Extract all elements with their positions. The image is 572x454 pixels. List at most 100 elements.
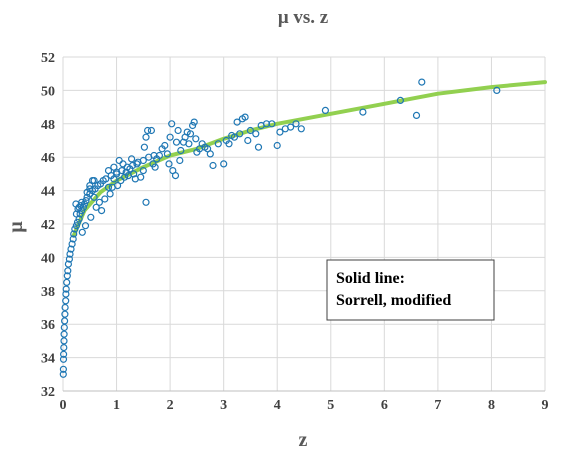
x-axis-label: z xyxy=(299,429,308,451)
data-point xyxy=(59,365,68,373)
data-point xyxy=(233,118,241,126)
data-point xyxy=(106,190,114,198)
annotation-border xyxy=(326,259,495,321)
data-point xyxy=(64,267,72,275)
data-point xyxy=(359,108,367,116)
data-point xyxy=(262,120,271,128)
data-point xyxy=(61,303,69,312)
y-tick-label: 46 xyxy=(41,151,55,166)
x-tick-label: 6 xyxy=(381,398,388,413)
data-point xyxy=(60,344,68,352)
data-point xyxy=(139,156,147,165)
x-tick-label: 0 xyxy=(60,398,67,413)
data-point xyxy=(137,173,145,181)
data-point xyxy=(139,167,147,175)
data-point xyxy=(113,182,122,190)
data-point xyxy=(268,120,276,128)
x-tick-label: 7 xyxy=(434,398,441,413)
data-point xyxy=(61,310,69,318)
data-point xyxy=(60,317,69,325)
data-point xyxy=(78,228,86,236)
x-tick-label: 9 xyxy=(542,398,549,413)
data-point xyxy=(236,130,244,138)
data-point xyxy=(59,350,68,358)
data-point xyxy=(192,135,200,143)
data-point xyxy=(276,128,284,136)
data-point xyxy=(70,230,78,238)
data-point xyxy=(72,200,80,208)
data-point xyxy=(297,125,305,133)
data-point xyxy=(172,138,181,146)
data-point xyxy=(140,143,148,151)
data-point xyxy=(176,156,184,165)
data-point xyxy=(412,111,421,120)
fit-line xyxy=(71,80,547,238)
data-point xyxy=(214,140,222,148)
data-point xyxy=(64,260,73,268)
y-tick-label: 34 xyxy=(41,352,55,367)
x-tick-label: 8 xyxy=(488,398,495,413)
data-point xyxy=(87,213,95,221)
fit-line-series xyxy=(71,80,547,238)
data-point xyxy=(88,177,97,185)
data-point xyxy=(165,160,173,168)
chart-title: μ vs. z xyxy=(278,7,329,28)
data-point xyxy=(174,126,182,135)
data-point xyxy=(69,235,77,243)
data-point xyxy=(161,141,169,150)
data-point xyxy=(115,156,123,165)
data-point xyxy=(104,183,113,191)
data-point xyxy=(60,323,68,332)
data-point xyxy=(128,155,136,163)
grid xyxy=(62,56,546,392)
y-tick-label: 36 xyxy=(41,318,55,333)
y-tick-label: 48 xyxy=(41,118,55,133)
data-point xyxy=(493,86,501,95)
data-point xyxy=(97,207,106,215)
data-point xyxy=(147,126,155,135)
y-tick-label: 40 xyxy=(41,251,55,266)
data-point xyxy=(396,96,404,105)
y-tick-label: 50 xyxy=(41,84,55,99)
data-point xyxy=(168,120,176,128)
y-tick-label: 38 xyxy=(41,285,55,300)
data-point xyxy=(287,123,295,131)
data-point xyxy=(81,222,90,230)
data-point xyxy=(95,198,104,206)
data-point xyxy=(321,106,329,115)
data-point xyxy=(90,193,98,201)
data-point xyxy=(254,143,263,151)
data-point xyxy=(273,141,281,150)
data-point xyxy=(144,126,152,135)
annotation-box: Solid line: Sorrell, modified xyxy=(326,259,495,321)
x-tick-label: 3 xyxy=(220,398,227,413)
data-point xyxy=(241,113,249,121)
data-point xyxy=(60,330,68,338)
data-point xyxy=(59,370,67,378)
data-point xyxy=(252,130,260,138)
data-point xyxy=(62,297,70,305)
data-point xyxy=(189,121,197,130)
data-point xyxy=(65,255,74,263)
data-point xyxy=(62,290,70,298)
scatter-series xyxy=(59,78,501,378)
data-point xyxy=(163,150,171,158)
y-tick-label: 44 xyxy=(41,185,55,200)
data-point xyxy=(67,245,75,253)
data-point xyxy=(171,172,180,180)
data-point xyxy=(142,133,150,141)
data-point xyxy=(119,160,127,168)
data-point xyxy=(133,160,141,168)
data-point xyxy=(126,165,134,173)
y-tick-label: 52 xyxy=(41,51,55,66)
data-point xyxy=(418,78,426,86)
data-point xyxy=(104,167,113,175)
x-tick-label: 1 xyxy=(113,398,120,413)
data-point xyxy=(230,133,238,141)
data-point xyxy=(60,337,68,345)
data-point xyxy=(185,140,193,148)
y-tick-label: 32 xyxy=(41,385,55,400)
y-axis-label: μ xyxy=(5,221,27,233)
data-point xyxy=(77,202,85,210)
